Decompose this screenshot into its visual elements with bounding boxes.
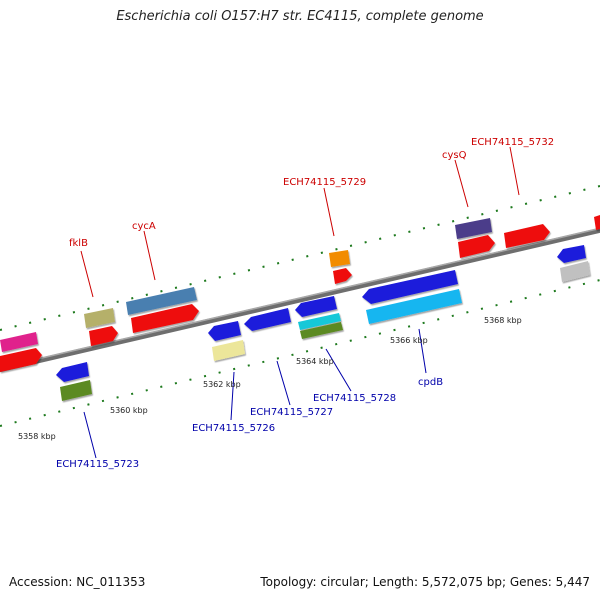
gene-label-cysQ[interactable]: cysQ	[442, 150, 467, 161]
gene-ECH74115_5723-green[interactable]	[60, 380, 92, 401]
genome-summary-text: Topology: circular; Length: 5,572,075 bp…	[260, 575, 590, 589]
gene-forward-pink[interactable]	[0, 332, 38, 352]
gene-reverse-grey-edge[interactable]	[560, 261, 590, 282]
genome-backbone	[0, 227, 600, 373]
gene-label-ECH74115_5726[interactable]: ECH74115_5726	[192, 423, 275, 434]
ruler-label: 5364 kbp	[296, 357, 334, 366]
gene-ECH74115_5726[interactable]	[208, 321, 241, 341]
map-title: Escherichia coli O157:H7 str. EC4115, co…	[116, 9, 484, 24]
gene-ECH74115_5726-khaki[interactable]	[212, 340, 245, 361]
ruler-label: 5358 kbp	[18, 432, 56, 441]
gene-label-cycA[interactable]: cycA	[132, 221, 156, 232]
reverse-leader-lines	[83, 328, 427, 459]
ruler-label: 5362 kbp	[203, 380, 241, 389]
gene-label-ECH74115_5732[interactable]: ECH74115_5732	[471, 137, 554, 148]
gene-ECH74115_5727[interactable]	[244, 308, 291, 331]
gene-label-ECH74115_5728[interactable]: ECH74115_5728	[313, 393, 396, 404]
gene-label-fklB[interactable]: fklB	[69, 238, 88, 249]
forward-gene-labels: fklB cycA ECH74115_5729 cysQ ECH74115_57…	[69, 137, 554, 249]
gene-ECH74115_5729-orange[interactable]	[329, 250, 350, 267]
gene-cysQ-purple[interactable]	[455, 218, 492, 239]
gene-label-cpdB[interactable]: cpdB	[418, 377, 443, 388]
gene-cysQ[interactable]	[458, 235, 495, 258]
ruler-label: 5360 kbp	[110, 406, 148, 415]
reverse-gene-labels: ECH74115_5723 ECH74115_5726 ECH74115_572…	[56, 377, 443, 470]
ruler-labels: 5358 kbp 5360 kbp 5362 kbp 5364 kbp 5366…	[18, 316, 522, 441]
gene-label-ECH74115_5723[interactable]: ECH74115_5723	[56, 459, 139, 470]
gene-fklB-olive[interactable]	[84, 308, 115, 328]
forward-leader-lines	[80, 146, 520, 298]
ruler-label: 5368 kbp	[484, 316, 522, 325]
accession-text: Accession: NC_011353	[9, 575, 146, 589]
gene-ECH74115_5723[interactable]	[56, 362, 89, 382]
gene-cycA-steel[interactable]	[126, 287, 197, 315]
ruler-label: 5366 kbp	[390, 336, 428, 345]
gene-cpdB-upstream[interactable]	[362, 270, 458, 304]
gene-cycA[interactable]	[131, 304, 199, 333]
gene-label-ECH74115_5729[interactable]: ECH74115_5729	[283, 177, 366, 188]
gene-forward-red-1[interactable]	[0, 348, 42, 372]
gene-ECH74115_5729[interactable]	[333, 268, 352, 284]
gene-fklB[interactable]	[89, 326, 118, 346]
gene-ECH74115_5728[interactable]	[295, 296, 337, 317]
gene-ECH74115_5732[interactable]	[504, 224, 550, 248]
gene-label-ECH74115_5727[interactable]: ECH74115_5727	[250, 407, 333, 418]
gene-ECH74115_5728-green[interactable]	[300, 322, 343, 339]
gene-ECH74115_5728-cyan[interactable]	[298, 313, 341, 330]
gene-cpdB[interactable]	[366, 289, 462, 324]
gene-forward-red-edge[interactable]	[594, 215, 600, 230]
gene-reverse-blue-edge[interactable]	[557, 245, 586, 263]
